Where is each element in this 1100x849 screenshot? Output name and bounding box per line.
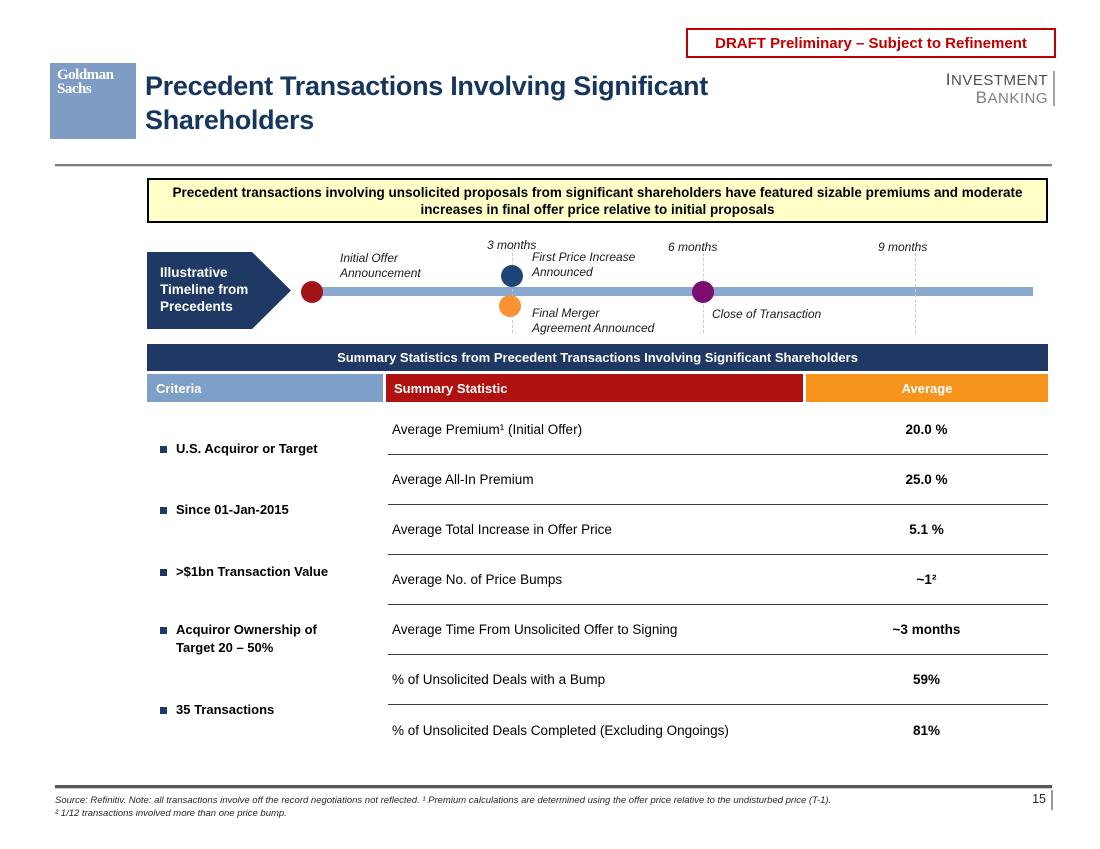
bullet-icon [160, 627, 167, 634]
key-message-text: Precedent transactions involving unsolic… [172, 184, 1023, 217]
row-statistic: % of Unsolicited Deals Completed (Exclud… [392, 722, 729, 738]
criteria-column: U.S. Acquiror or Target Since 01-Jan-201… [147, 405, 387, 755]
criteria-item-label: Acquiror Ownership of Target 20 – 50% [176, 622, 317, 655]
goldman-sachs-logo: Goldman Sachs [50, 63, 136, 139]
logo-line-1: Goldman [57, 67, 114, 83]
table-row: Average Premium¹ (Initial Offer) 20.0 % [388, 405, 1048, 455]
column-header-average: Average [806, 374, 1048, 402]
bullet-icon [160, 446, 167, 453]
page-number-divider [1051, 790, 1053, 810]
timeline-dot-close-of-transaction-icon [692, 281, 714, 303]
criteria-item-label: 35 Transactions [176, 702, 275, 717]
table-row: Average All-In Premium 25.0 % [388, 455, 1048, 505]
row-average: 81% [912, 722, 941, 738]
criteria-item: 35 Transactions [160, 701, 274, 719]
row-average: 20.0 % [905, 422, 948, 437]
timeline-dot-final-merger-agreement-icon [499, 295, 521, 317]
logo-line-2: Sachs [57, 81, 92, 97]
column-header-summary-statistic: Summary Statistic [386, 374, 803, 402]
row-statistic: Average Time From Unsolicited Offer to S… [392, 622, 678, 637]
criteria-item-label: Since 01-Jan-2015 [176, 502, 289, 517]
row-statistic: Average All-In Premium [392, 472, 534, 487]
header-rule [55, 164, 1052, 166]
timeline-tick-9-months: 9 months [878, 240, 928, 254]
column-header-criteria: Criteria [147, 374, 383, 402]
criteria-item: Since 01-Jan-2015 [160, 501, 289, 519]
timeline-label-close-of-transaction: Close of Transaction [712, 307, 822, 321]
footer-rule [55, 785, 1052, 788]
page-number: 15 [1032, 792, 1046, 806]
timeline-chevron: Illustrative Timeline from Precedents [147, 252, 291, 329]
timeline-dot-first-price-increase-icon [501, 265, 523, 287]
timeline-label-final-merger-agreement: Final Merger Agreement Announced [532, 306, 655, 335]
timeline-tick-6-months: 6 months [668, 240, 718, 254]
criteria-item: Acquiror Ownership of Target 20 – 50% [160, 621, 317, 657]
criteria-item-label: >$1bn Transaction Value [176, 564, 329, 579]
bullet-icon [160, 569, 167, 576]
timeline-gridline-9-months [915, 248, 916, 333]
row-average: 5.1 % [909, 522, 944, 537]
division-divider [1053, 71, 1055, 106]
row-statistic: Average Total Increase in Offer Price [392, 522, 612, 537]
criteria-item: >$1bn Transaction Value [160, 563, 328, 581]
row-statistic: Average Premium¹ (Initial Offer) [392, 422, 583, 437]
division-line-1: INVESTMENT [945, 70, 1048, 89]
page-title-line-2: Shareholders [145, 105, 314, 135]
page-title: Precedent Transactions Involving Signifi… [145, 69, 865, 137]
row-statistic: % of Unsolicited Deals with a Bump [392, 672, 606, 687]
row-average: ~1² [916, 572, 937, 587]
footnote-line-1: Source: Refinitiv. Note: all transaction… [55, 795, 832, 806]
row-statistic: Average No. of Price Bumps [392, 572, 563, 587]
table-row: % of Unsolicited Deals Completed (Exclud… [388, 705, 1048, 755]
draft-notice-badge: DRAFT Preliminary – Subject to Refinemen… [686, 28, 1056, 58]
timeline-label-first-price-increase: First Price Increase Announced [532, 250, 636, 279]
timeline-tick-3-months: 3 months [487, 238, 537, 252]
timeline-label-initial-offer: Initial Offer Announcement [340, 251, 421, 280]
criteria-item: U.S. Acquiror or Target [160, 440, 318, 458]
bullet-icon [160, 707, 167, 714]
timeline-gridline-3-months [512, 248, 513, 333]
footnote-line-2: ² 1/12 transactions involved more than o… [55, 808, 287, 819]
table-row: Average No. of Price Bumps ~1² [388, 555, 1048, 605]
table-row: Average Time From Unsolicited Offer to S… [388, 605, 1048, 655]
row-average: 59% [912, 672, 941, 687]
footnote: Source: Refinitiv. Note: all transaction… [55, 794, 955, 820]
timeline-bar [312, 287, 1033, 296]
table-row: % of Unsolicited Deals with a Bump 59% [388, 655, 1048, 705]
row-average: 25.0 % [905, 472, 948, 487]
bullet-icon [160, 507, 167, 514]
criteria-item-label: U.S. Acquiror or Target [176, 441, 318, 456]
table-title-bar: Summary Statistics from Precedent Transa… [147, 344, 1048, 371]
timeline-dot-initial-offer-icon [301, 281, 323, 303]
page-title-line-1: Precedent Transactions Involving Signifi… [145, 71, 708, 101]
division-label: INVESTMENT BANKING [808, 71, 1048, 107]
row-average: ~3 months [892, 622, 961, 637]
division-line-2: BANKING [975, 88, 1048, 107]
statistics-rows: Average Premium¹ (Initial Offer) 20.0 % … [388, 405, 1048, 755]
key-message-banner: Precedent transactions involving unsolic… [147, 178, 1048, 223]
table-row: Average Total Increase in Offer Price 5.… [388, 505, 1048, 555]
